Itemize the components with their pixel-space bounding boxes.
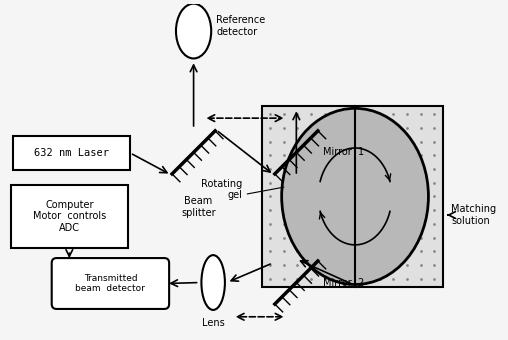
Text: Beam
splitter: Beam splitter [181,197,216,218]
Text: Reference
detector: Reference detector [216,15,265,37]
Text: 632 nm Laser: 632 nm Laser [34,148,109,158]
Text: Computer
Motor  controls
ADC: Computer Motor controls ADC [33,200,106,233]
Text: Rotating
gel: Rotating gel [201,179,242,200]
Text: Mirror  2: Mirror 2 [323,277,364,288]
Bar [262,106,443,287]
Text: Matching
solution: Matching solution [451,204,496,226]
Text: Transmitted
beam  detector: Transmitted beam detector [76,274,145,293]
Text: Lens: Lens [202,318,225,328]
Bar [13,136,130,170]
Ellipse shape [176,4,211,58]
FancyBboxPatch shape [52,258,169,309]
Ellipse shape [281,108,428,285]
Ellipse shape [201,255,225,310]
Text: Mirror  1: Mirror 1 [323,147,364,157]
Bar [11,185,128,248]
